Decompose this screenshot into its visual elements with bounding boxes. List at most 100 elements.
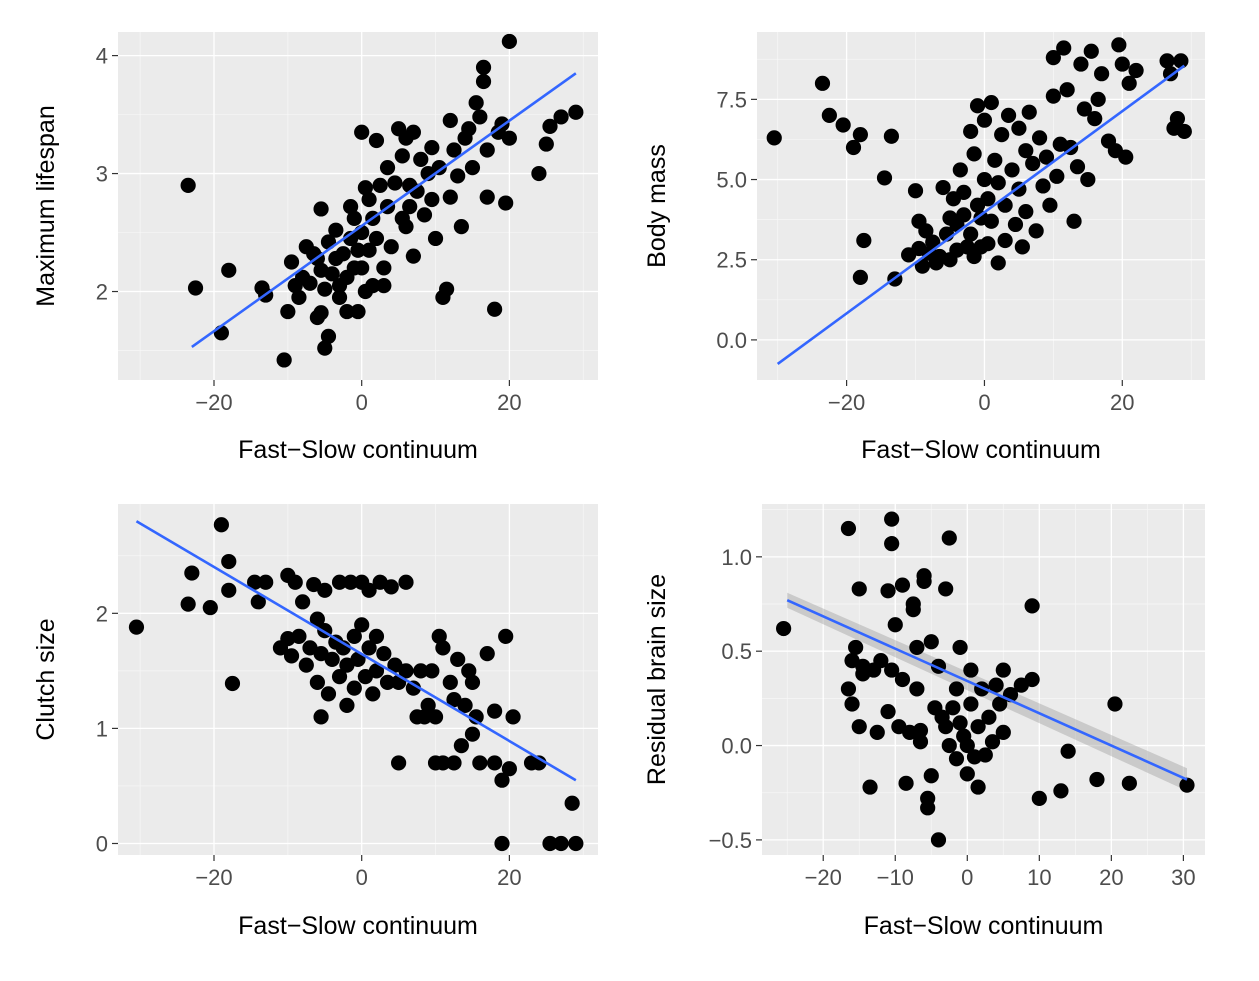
panel-3-point <box>446 755 462 771</box>
panel-4-point <box>880 583 896 599</box>
panel-3-point <box>435 755 451 771</box>
panel-3-point <box>442 674 458 690</box>
panel-1-y-axis-title: Maximum lifespan <box>32 105 60 306</box>
panel-2-point <box>935 179 951 196</box>
panel-2-y-tick-label: 5.0 <box>716 168 747 193</box>
panel-2-point <box>1114 56 1130 72</box>
panel-1-x-tick-label: −20 <box>195 390 232 415</box>
panel-4-point <box>938 581 954 597</box>
panel-1-point <box>317 340 333 356</box>
panel-1-x-tick-label: 20 <box>497 390 521 415</box>
panel-3-point <box>398 663 414 679</box>
panel-3-point <box>258 574 274 590</box>
panel-2-point <box>852 269 868 285</box>
panel-1-point <box>431 160 447 176</box>
panel-3-point <box>542 835 558 852</box>
panel-3-point <box>368 628 385 644</box>
panel-1-point <box>409 183 425 199</box>
panel-1-point <box>221 262 237 278</box>
panel-1-point <box>464 160 481 176</box>
panel-4-point <box>992 696 1008 712</box>
panel-1-point <box>331 289 348 306</box>
panel-3-point <box>568 835 584 852</box>
panel-3-point <box>464 674 481 690</box>
panel-4-point <box>1121 775 1137 791</box>
panel-1-point <box>328 222 344 238</box>
panel-1-point <box>291 289 307 306</box>
panel-3-point <box>184 565 200 581</box>
panel-4-point <box>887 617 903 633</box>
panel-4-point <box>1060 743 1076 759</box>
panel-1-point <box>468 95 484 111</box>
panel-2-point <box>963 123 979 140</box>
panel-3-point <box>180 596 196 612</box>
panel-2-point <box>1121 75 1137 91</box>
panel-2-point <box>956 207 972 223</box>
panel-3-y-axis-title: Clutch size <box>32 618 60 740</box>
panel-4-point <box>923 768 939 784</box>
panel-4-point <box>894 671 911 688</box>
panel-3-point <box>487 703 503 719</box>
panel-2-y-axis-title: Body mass <box>643 144 671 268</box>
panel-2-point <box>876 170 893 186</box>
panel-3-point <box>461 663 477 679</box>
panel-1-point <box>542 118 558 134</box>
panel-1-point <box>354 260 370 276</box>
panel-2-point <box>1025 155 1041 172</box>
panel-2-point <box>835 117 851 133</box>
panel-3-point <box>479 646 495 662</box>
panel-1-point <box>450 168 466 184</box>
panel-4-point <box>930 832 947 848</box>
panel-2-point <box>1090 91 1106 107</box>
panel-2-y-tick-label: 2.5 <box>716 248 747 273</box>
panel-4-point <box>905 596 921 612</box>
panel-4-point <box>851 581 867 597</box>
panel-1-point <box>368 230 385 247</box>
panel-1-point <box>361 242 377 258</box>
panel-4-point <box>959 737 975 754</box>
panel-2-point <box>1035 178 1051 194</box>
panel-2-point <box>983 94 999 111</box>
panel-3-point <box>431 628 447 644</box>
panel-3-point <box>391 755 407 771</box>
panel-4-point <box>970 779 986 795</box>
panel-4-point <box>840 681 857 697</box>
panel-1-point <box>335 246 351 262</box>
panel-1-point <box>487 301 503 317</box>
panel-4-x-tick-label: 10 <box>1027 865 1051 890</box>
panel-2-point <box>914 258 931 274</box>
panel-3-point <box>354 617 370 633</box>
panel-3-point <box>398 574 414 590</box>
panel-4-x-tick-label: 30 <box>1171 865 1195 890</box>
panel-2-x-tick-label: 20 <box>1110 390 1134 415</box>
panel-2-point <box>1042 197 1058 213</box>
panel-1-point <box>313 201 329 217</box>
panel-2-point <box>1080 171 1096 188</box>
panel-1-x-tick-label: 0 <box>356 390 368 415</box>
panel-2-x-tick-label: 0 <box>978 390 990 415</box>
panel-2-point <box>1159 53 1175 69</box>
panel-1-point <box>383 239 399 255</box>
panel-4-point <box>1179 777 1195 793</box>
panel-4-point <box>941 737 957 754</box>
panel-4-point <box>948 681 965 697</box>
panel-4-y-tick-label: 0.0 <box>721 734 752 759</box>
panel-4-fit-line <box>786 599 1188 781</box>
panel-1-point <box>339 303 355 320</box>
panel-3-y-tick-label: 1 <box>96 716 108 741</box>
panel-2-point <box>987 152 1003 168</box>
panel-3-x-tick-label: 20 <box>497 865 521 890</box>
panel-2-point <box>856 232 872 249</box>
panel-3-point <box>420 697 436 713</box>
panel-4-point <box>916 573 932 589</box>
panel-1-y-tick-label: 2 <box>96 280 108 305</box>
panel-1-point <box>372 177 388 193</box>
panel-1-point <box>317 281 333 297</box>
panel-1-point <box>302 275 318 291</box>
panel-2-point <box>907 183 924 199</box>
panel-4-point <box>941 530 957 546</box>
panel-2-x-axis-title: Fast−Slow continuum <box>861 436 1101 464</box>
panel-3-point <box>320 686 337 702</box>
panel-2-point <box>1073 56 1089 72</box>
panel-3-point <box>368 663 385 679</box>
